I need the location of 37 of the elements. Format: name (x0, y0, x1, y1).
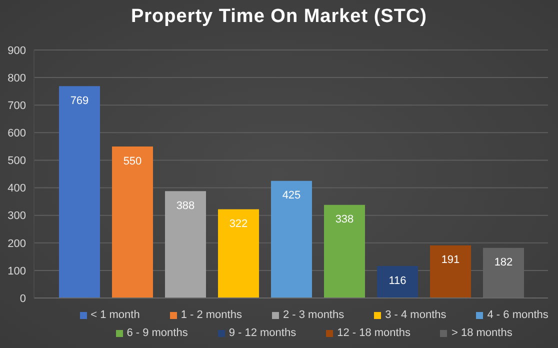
legend-label: 9 - 12 months (228, 326, 296, 341)
legend-label: 12 - 18 months (336, 326, 410, 341)
data-label: 338 (335, 214, 354, 226)
y-tick-label: 600 (8, 128, 26, 140)
data-label: 116 (388, 274, 406, 287)
data-label: 769 (70, 94, 89, 107)
legend-label: 1 - 2 months (180, 308, 242, 323)
y-tick-label: 300 (8, 210, 26, 222)
y-tick-label: 400 (8, 182, 26, 195)
bar (112, 146, 153, 298)
bar (271, 180, 312, 298)
legend-label: 6 - 9 months (126, 326, 188, 341)
y-tick-label: 900 (8, 44, 26, 57)
legend-label: > 18 months (450, 326, 512, 341)
data-label: 425 (282, 190, 301, 202)
data-label: 322 (229, 218, 248, 230)
data-label: 191 (441, 254, 460, 266)
legend-label: 3 - 4 months (384, 308, 446, 323)
bar (59, 86, 100, 298)
data-label: 388 (176, 200, 195, 212)
y-tick-label: 800 (8, 72, 26, 84)
data-label: 550 (123, 155, 142, 168)
y-tick-label: 0 (20, 292, 26, 305)
bar (218, 209, 259, 298)
bar (165, 191, 206, 298)
legend-label: 4 - 6 months (486, 308, 548, 323)
y-tick-label: 700 (8, 100, 26, 112)
legend-label: 2 - 3 months (282, 308, 344, 323)
data-label: 182 (494, 256, 513, 269)
legend-label: < 1 month (90, 308, 140, 323)
y-tick-label: 200 (8, 238, 26, 250)
bar (324, 204, 365, 298)
y-tick-label: 500 (8, 155, 26, 168)
y-tick-label: 100 (8, 265, 26, 278)
bar (377, 266, 418, 298)
chart-title: Property Time On Market (STC) (130, 6, 428, 28)
bar (430, 245, 471, 298)
